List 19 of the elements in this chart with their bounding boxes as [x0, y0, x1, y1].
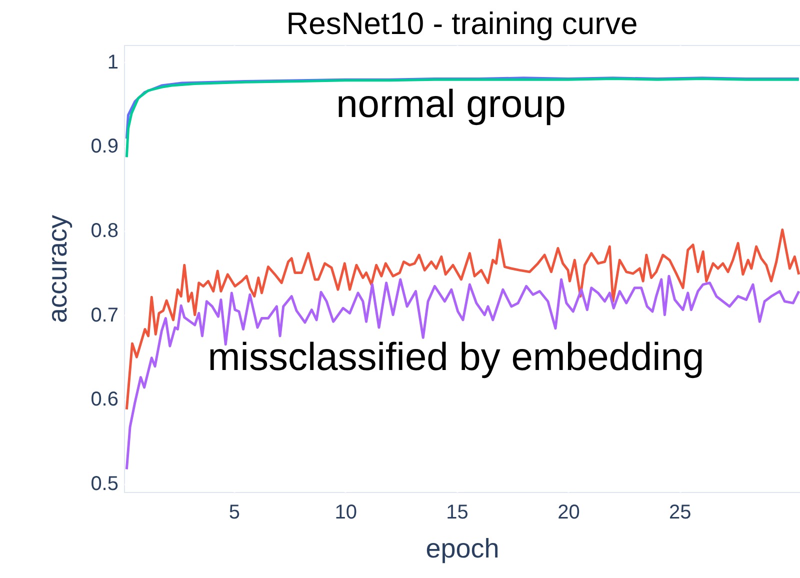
x-tick-label: 25: [669, 502, 692, 524]
y-tick-label: 1: [107, 51, 118, 74]
chart-title: ResNet10 - training curve: [286, 6, 638, 41]
x-tick-label: 20: [558, 502, 580, 524]
line-series: [125, 77, 800, 158]
annotation: missclassified by embedding: [208, 336, 704, 379]
x-tick-label: 15: [446, 502, 468, 524]
x-tick-label: 5: [228, 502, 240, 524]
y-tick-label: 0.9: [90, 136, 118, 158]
y-tick-label: 0.8: [90, 220, 118, 242]
line-series: [125, 274, 800, 470]
y-tick-label: 0.5: [90, 473, 118, 496]
y-tick-label: 0.6: [90, 388, 118, 411]
y-tick-label: 0.7: [90, 304, 118, 326]
y-axis-title: accuracy: [42, 214, 73, 324]
annotation: normal group: [336, 83, 566, 126]
x-tick-label: 10: [334, 502, 357, 524]
line-series: [125, 228, 800, 411]
x-axis-title: epoch: [426, 534, 500, 564]
